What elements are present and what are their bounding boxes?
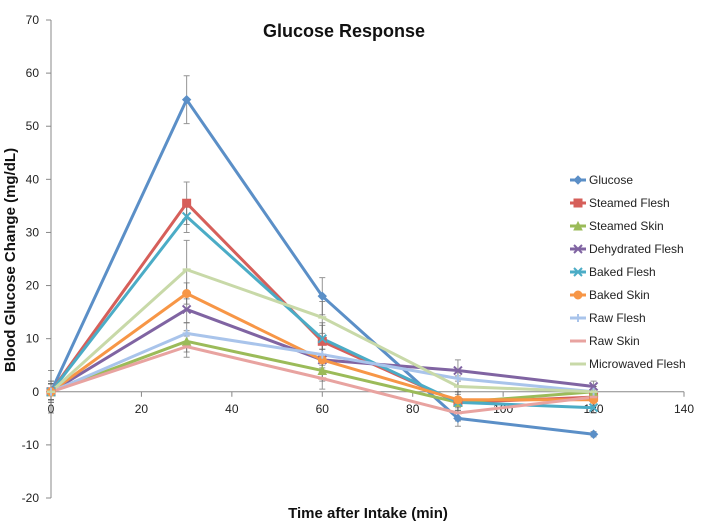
data-point-dehydrated-flesh [588,381,599,392]
x-tick-label: 20 [135,402,149,416]
legend-label-dehydrated-flesh: Dehydrated Flesh [589,242,684,256]
data-point-raw-flesh [453,374,462,383]
legend-label-glucose: Glucose [589,173,633,187]
legend-label-raw-skin: Raw Skin [589,334,640,348]
y-axis-title: Blood Glucose Change (mg/dL) [2,148,19,372]
legend-marker-steamed-flesh [573,198,583,208]
data-point-raw-flesh [318,350,327,359]
data-point-baked-skin [453,395,463,405]
data-point-steamed-skin [317,365,328,376]
legend: Glucose Steamed Flesh Steamed Skin Dehydrat… [570,173,686,371]
data-point-glucose [317,291,327,301]
legend-label-microwaved-flesh: Microwaved Flesh [589,357,686,371]
y-tick-label: 30 [26,225,40,239]
y-tick-label: 70 [26,13,40,27]
data-point-dehydrated-flesh [181,304,192,315]
y-tick-label: -20 [22,491,40,505]
data-point-steamed-flesh [182,198,192,208]
y-tick-label: 40 [26,172,40,186]
chart-title: Glucose Response [263,21,425,41]
data-point-glucose [453,413,463,424]
legend-label-baked-skin: Baked Skin [589,288,650,302]
data-point-glucose [588,429,599,439]
data-point-glucose [181,94,192,105]
legend-label-steamed-skin: Steamed Skin [589,219,664,233]
legend-marker-steamed-skin [573,220,583,231]
legend-marker-dehydrated-flesh [573,244,583,254]
series-markers [46,94,599,439]
x-tick-label: 60 [316,402,330,416]
y-tick-label: 0 [32,385,39,399]
y-tick-label: -10 [22,438,40,452]
legend-marker-baked-flesh [573,267,583,277]
data-point-baked-skin [182,289,192,299]
data-point-raw-flesh [182,329,191,338]
x-tick-label: 80 [406,402,420,416]
y-tick-label: 20 [26,279,40,293]
x-axis-title: Time after Intake (min) [288,505,448,522]
data-point-baked-flesh [588,403,599,413]
y-tick-label: 60 [26,66,40,80]
y-tick-label: 10 [26,332,40,346]
legend-label-steamed-flesh: Steamed Flesh [589,196,670,210]
legend-marker-raw-flesh [574,314,582,322]
data-point-dehydrated-flesh [453,365,463,376]
x-tick-label: 40 [225,402,239,416]
legend-marker-glucose [573,175,583,185]
legend-label-raw-flesh: Raw Flesh [589,311,646,325]
legend-marker-baked-skin [573,290,583,300]
data-point-steamed-skin [181,336,192,346]
data-point-baked-flesh [317,333,327,344]
data-point-baked-flesh [181,211,192,222]
y-tick-label: 50 [26,119,40,133]
legend-label-baked-flesh: Baked Flesh [589,265,656,279]
x-tick-label: 140 [674,402,694,416]
